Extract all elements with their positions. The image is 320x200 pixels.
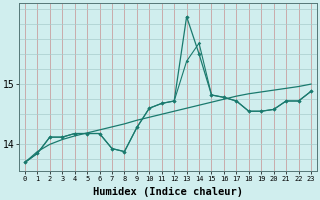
X-axis label: Humidex (Indice chaleur): Humidex (Indice chaleur) [93, 187, 243, 197]
